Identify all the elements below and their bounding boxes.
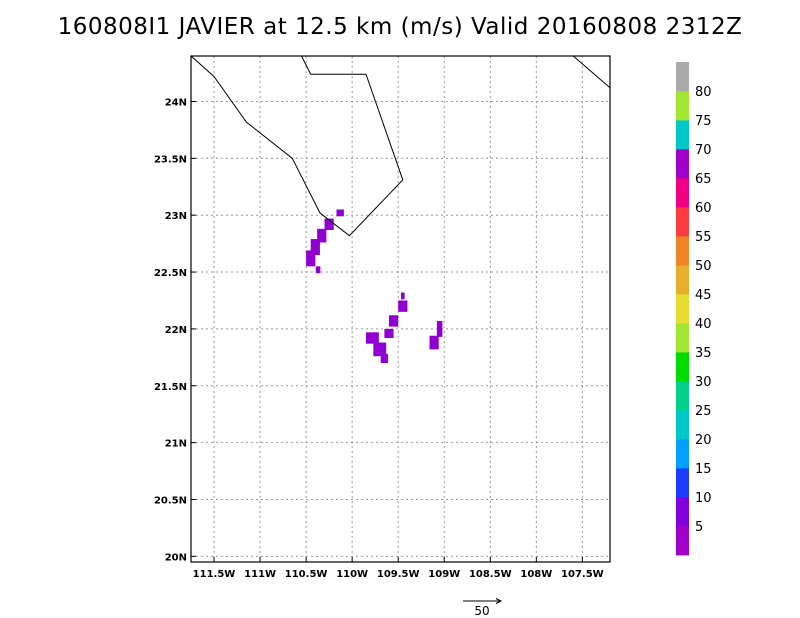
colorbar-label: 45 xyxy=(695,288,712,303)
wind-cell xyxy=(306,250,316,267)
colorbar-segment xyxy=(676,207,689,237)
colorbar-label: 75 xyxy=(695,114,712,129)
wind-cell xyxy=(310,239,320,255)
x-tick-label: 109.5W xyxy=(377,569,420,580)
colorbar-label: 60 xyxy=(695,201,712,216)
y-tick-label: 22.5N xyxy=(154,268,187,279)
colorbar-label: 40 xyxy=(695,317,712,332)
x-tick-label: 111.5W xyxy=(193,569,236,580)
wind-cell xyxy=(429,335,439,350)
y-tick-label: 21.5N xyxy=(154,382,187,393)
wind-cell xyxy=(336,209,344,217)
colorbar-segment xyxy=(676,294,689,324)
wind-cell xyxy=(365,332,379,344)
wind-cell xyxy=(315,266,321,274)
y-tick-label: 22N xyxy=(165,325,187,336)
colorbar-segment xyxy=(676,236,689,266)
colorbar-label: 70 xyxy=(695,143,712,158)
y-tick-label: 20N xyxy=(165,552,187,563)
coastline-segment xyxy=(190,55,404,237)
grid-lines xyxy=(191,56,610,562)
y-tick-label: 23N xyxy=(165,211,187,222)
y-tick-label: 21N xyxy=(165,439,187,450)
x-tick-label: 111W xyxy=(244,569,276,580)
colorbar-label: 35 xyxy=(695,346,712,361)
colorbar-legend: 5 10 15 20 25 30 35 40 45 50 55 60 65 70 75 80 xyxy=(676,62,712,556)
wind-cell xyxy=(436,320,443,337)
colorbar-label: 15 xyxy=(695,462,712,477)
y-tick-label: 20.5N xyxy=(154,495,187,506)
colorbar-label: 10 xyxy=(695,491,712,506)
wind-cell xyxy=(380,353,389,364)
x-tick-label: 108.5W xyxy=(469,569,512,580)
wind-speed-field xyxy=(306,209,443,364)
x-tick-label: 110W xyxy=(336,569,368,580)
colorbar-segment xyxy=(676,410,689,440)
colorbar-segment xyxy=(676,468,689,498)
vector-reference-label: 50 xyxy=(474,604,489,618)
colorbar-label: 5 xyxy=(695,520,703,535)
colorbar-label: 80 xyxy=(695,85,712,100)
y-axis: 24N 23.5N 23N 22.5N 22N 21.5N 21N 20.5N 20N xyxy=(154,97,196,563)
coastline xyxy=(190,55,611,237)
x-tick-label: 109W xyxy=(428,569,460,580)
colorbar-segment xyxy=(676,526,689,556)
colorbar-segment xyxy=(676,352,689,382)
colorbar-segment xyxy=(676,62,689,92)
wind-cell xyxy=(384,328,394,338)
x-tick-label: 110.5W xyxy=(285,569,328,580)
wind-cell xyxy=(373,342,387,357)
colorbar-segment xyxy=(676,323,689,353)
colorbar-segment xyxy=(676,381,689,411)
colorbar-segment xyxy=(676,149,689,179)
x-axis: 111.5W 111W 110.5W 110W 109.5W 109W 108.5W 108W… xyxy=(193,557,604,580)
wind-cell xyxy=(398,300,408,312)
coastline-segment xyxy=(572,55,611,89)
colorbar-segment xyxy=(676,439,689,469)
x-tick-label: 108W xyxy=(520,569,552,580)
y-tick-label: 23.5N xyxy=(154,154,187,165)
colorbar-label: 25 xyxy=(695,404,712,419)
wind-cell xyxy=(400,292,405,300)
colorbar-segment xyxy=(676,497,689,527)
y-tick-label: 24N xyxy=(165,97,187,108)
colorbar-label: 50 xyxy=(695,259,712,274)
colorbar-label: 20 xyxy=(695,433,712,448)
map-frame xyxy=(190,55,611,563)
colorbar-label: 65 xyxy=(695,172,712,187)
colorbar-segment xyxy=(676,178,689,208)
wind-cell xyxy=(324,218,334,230)
x-tick-label: 107.5W xyxy=(561,569,604,580)
wind-cell xyxy=(317,228,327,243)
colorbar-segment xyxy=(676,91,689,121)
vector-reference: 50 xyxy=(463,598,503,618)
wind-cell xyxy=(388,315,399,327)
vector-reference-arrowhead xyxy=(495,598,503,604)
colorbar-segment xyxy=(676,120,689,150)
colorbar-segment xyxy=(676,265,689,295)
colorbar-label: 30 xyxy=(695,375,712,390)
map-title: 160808I1 JAVIER at 12.5 km (m/s) Valid 2… xyxy=(57,14,743,40)
colorbar-label: 55 xyxy=(695,230,712,245)
